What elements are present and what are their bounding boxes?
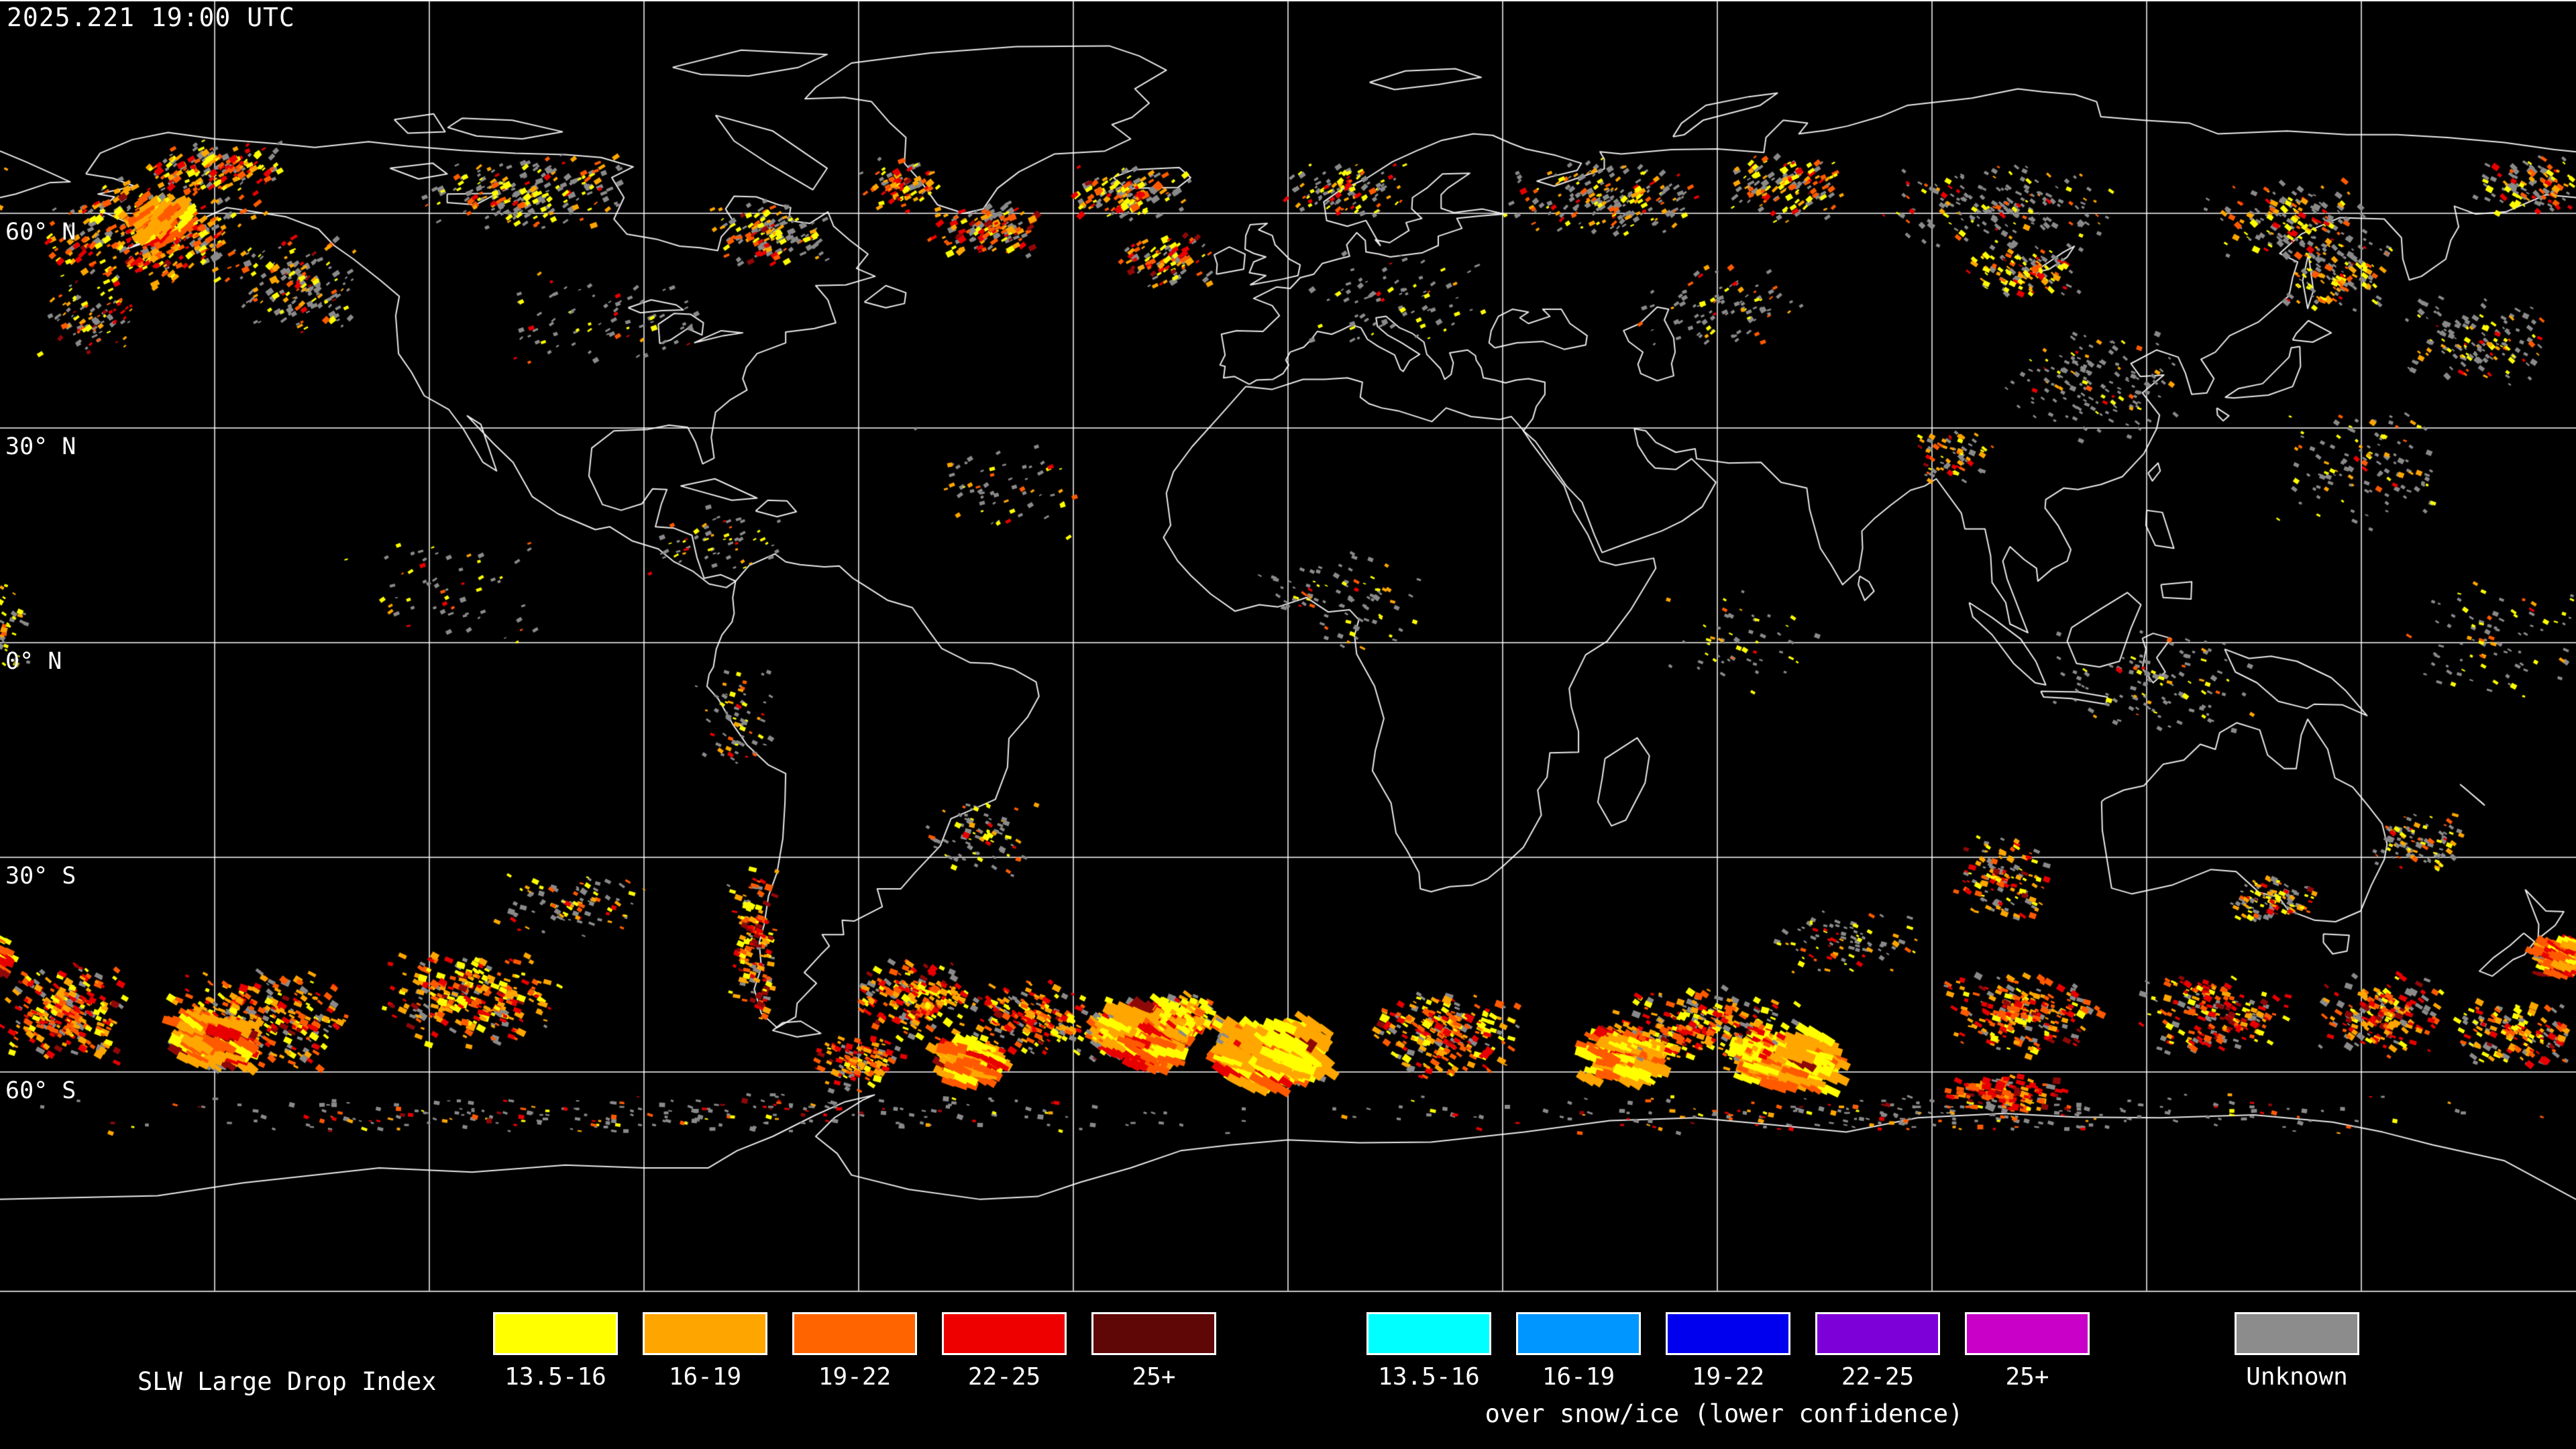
legend-class-warm-2: 16-19 xyxy=(643,1312,767,1391)
legend-class-warm-3: 19-22 xyxy=(792,1312,917,1391)
legend-label: 25+ xyxy=(2005,1363,2049,1391)
legend-swatch-cool-2 xyxy=(1516,1312,1641,1355)
legend-label: 22-25 xyxy=(967,1363,1041,1391)
legend-class-warm-5: 25+ xyxy=(1091,1312,1216,1391)
legend-swatch-cool-3 xyxy=(1666,1312,1790,1355)
lat-label-60n: 60° N xyxy=(5,219,76,246)
legend-label: 13.5-16 xyxy=(504,1363,606,1391)
legend-label: 22-25 xyxy=(1841,1363,1915,1391)
legend-swatch-cool-4 xyxy=(1815,1312,1940,1355)
legend-label: 25+ xyxy=(1132,1363,1176,1391)
lat-label-30s: 30° S xyxy=(5,863,76,890)
legend-warm-row: 13.5-16 16-19 19-22 22-25 25+ xyxy=(493,1312,1216,1391)
legend-class-cool-2: 16-19 xyxy=(1516,1312,1641,1391)
legend-swatch-cool-5 xyxy=(1965,1312,2090,1355)
legend-label: 19-22 xyxy=(1691,1363,1765,1391)
legend-cool-caption: over snow/ice (lower confidence) xyxy=(1485,1399,1964,1428)
legend-class-cool-1: 13.5-16 xyxy=(1366,1312,1491,1391)
legend-class-warm-4: 22-25 xyxy=(942,1312,1067,1391)
lat-label-30n: 30° N xyxy=(5,433,76,460)
lat-label-60s: 60° S xyxy=(5,1077,76,1104)
legend-swatch-warm-1 xyxy=(493,1312,618,1355)
timestamp: 2025.221 19:00 UTC xyxy=(7,3,295,32)
legend-label: 16-19 xyxy=(668,1363,742,1391)
legend-cool-row: 13.5-16 16-19 19-22 22-25 25+ xyxy=(1366,1312,2090,1391)
legend-swatch-warm-3 xyxy=(792,1312,917,1355)
legend-swatch-warm-2 xyxy=(643,1312,767,1355)
legend-label: Unknown xyxy=(2246,1363,2348,1391)
legend-swatch-unknown xyxy=(2235,1312,2359,1355)
legend-label: 13.5-16 xyxy=(1378,1363,1480,1391)
legend-class-unknown: Unknown xyxy=(2235,1312,2359,1391)
lat-label-0n: 0° N xyxy=(5,648,62,675)
legend-swatch-warm-4 xyxy=(942,1312,1067,1355)
legend-title: SLW Large Drop Index xyxy=(138,1367,437,1396)
legend-swatch-warm-5 xyxy=(1091,1312,1216,1355)
legend-label: 16-19 xyxy=(1542,1363,1615,1391)
legend-swatch-cool-1 xyxy=(1366,1312,1491,1355)
legend-class-cool-4: 22-25 xyxy=(1815,1312,1940,1391)
legend-label: 19-22 xyxy=(818,1363,892,1391)
legend-class-cool-5: 25+ xyxy=(1965,1312,2090,1391)
legend-class-warm-1: 13.5-16 xyxy=(493,1312,618,1391)
legend-class-cool-3: 19-22 xyxy=(1666,1312,1790,1391)
